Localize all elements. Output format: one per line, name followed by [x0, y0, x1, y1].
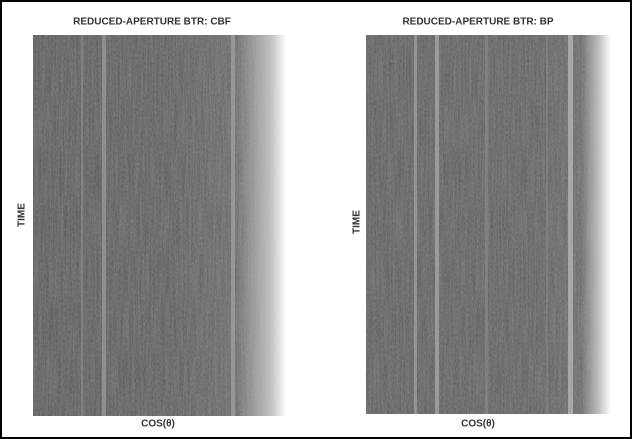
btr-streak: [546, 35, 548, 414]
btr-streak: [231, 35, 235, 416]
y-axis-label: TIME: [352, 210, 363, 234]
panel-title: REDUCED-APERTURE BTR: CBF: [73, 17, 231, 28]
btr-streak: [568, 35, 573, 414]
btr-streak: [102, 35, 106, 416]
panel-title: REDUCED-APERTURE BTR: BP: [402, 17, 553, 28]
btr-noise: [366, 35, 598, 414]
btr-streak: [435, 35, 439, 414]
btr-streak: [485, 35, 488, 414]
x-axis-label: COS(θ): [461, 419, 495, 430]
x-axis-label: COS(θ): [141, 419, 175, 430]
y-axis-label: TIME: [17, 203, 28, 227]
btr-noise: [33, 35, 273, 416]
btr-streak: [414, 35, 417, 414]
btr-streak: [81, 35, 83, 416]
figure: REDUCED-APERTURE BTR: CBF TIME COS(θ) RE…: [0, 0, 632, 439]
panel: REDUCED-APERTURE BTR: BP TIME COS(θ): [352, 17, 611, 430]
panel: REDUCED-APERTURE BTR: CBF TIME COS(θ): [17, 17, 287, 430]
